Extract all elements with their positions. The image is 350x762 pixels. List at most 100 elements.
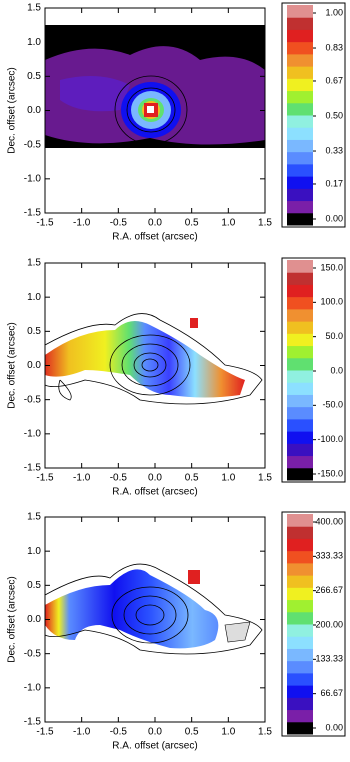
colorbar-cell — [287, 648, 313, 662]
colorbar-cell — [287, 672, 313, 686]
x-tick-label: -0.5 — [110, 727, 128, 738]
colorbar-cell — [287, 431, 313, 444]
y-tick-label: 1.0 — [27, 546, 41, 557]
x-tick-label: -1.5 — [36, 473, 54, 484]
x-tick-label: 0.0 — [148, 727, 162, 738]
colorbar-cell — [287, 406, 313, 420]
x-tick-label: 0.5 — [185, 218, 199, 229]
map-image — [44, 313, 263, 405]
colorbar-cell — [287, 418, 313, 432]
colorbar-cell — [287, 562, 313, 576]
x-tick-label: 0.5 — [185, 727, 199, 738]
colorbar-tick-label: 333.33 — [315, 551, 343, 561]
colorbar-cell — [287, 284, 313, 298]
colorbar-cell — [287, 115, 313, 128]
y-tick-label: -0.5 — [24, 648, 42, 659]
colorbar-tick-label: 100.0 — [320, 297, 343, 307]
x-tick-label: 1.5 — [258, 218, 272, 229]
colorbar-tick-label: 0.0 — [330, 365, 343, 375]
colorbar-cell — [287, 550, 313, 564]
y-tick-label: 1.0 — [27, 37, 41, 48]
colorbar-tick-label: 50.0 — [325, 331, 343, 341]
y-tick-label: 1.5 — [27, 3, 41, 14]
colorbar-tick-label: -150.0 — [317, 468, 343, 478]
y-tick-label: -1.0 — [24, 682, 42, 693]
colorbar-frame — [281, 511, 346, 737]
x-axis-label: R.A. offset (arcsec) — [112, 232, 197, 243]
colorbar-tick-label: 150.0 — [320, 262, 343, 272]
y-tick-label: -1.5 — [24, 463, 42, 474]
x-tick-label: -0.5 — [110, 218, 128, 229]
colorbar-cell — [287, 321, 313, 334]
colorbar-cell — [287, 308, 313, 322]
x-tick-label: 1.0 — [221, 473, 235, 484]
colorbar-cell — [287, 599, 313, 613]
map-image — [45, 25, 265, 148]
colorbar-tick-label: 0.17 — [325, 178, 343, 188]
x-tick-label: 1.0 — [221, 727, 235, 738]
x-tick-label: 1.5 — [258, 727, 272, 738]
colorbar-cell — [287, 455, 313, 469]
colorbar-tick-label: 1.00 — [325, 7, 343, 17]
y-tick-label: 0.0 — [27, 614, 41, 625]
colorbar-cell — [287, 41, 313, 55]
colorbar-cell — [287, 66, 313, 79]
x-tick-label: -1.5 — [36, 218, 54, 229]
colorbar-cell — [287, 5, 313, 18]
colorbar-cell — [287, 78, 313, 92]
y-tick-label: 0.5 — [27, 326, 41, 337]
y-tick-label: 0.0 — [27, 105, 41, 116]
x-tick-label: 0.5 — [185, 473, 199, 484]
colorbar-tick-label: -50.0 — [322, 400, 343, 410]
x-tick-label: -0.5 — [110, 473, 128, 484]
y-tick-label: -0.5 — [24, 394, 42, 405]
colorbar-cell — [287, 575, 313, 588]
colorbar-cell — [287, 17, 313, 30]
colorbar-tick-label: 0.83 — [325, 42, 343, 52]
colorbar-tick-label: -100.0 — [317, 434, 343, 444]
colorbar-tick-label: 0.00 — [325, 213, 343, 223]
x-tick-label: -1.5 — [36, 727, 54, 738]
colorbar-cell — [287, 29, 313, 43]
colorbar-cell — [287, 90, 313, 104]
colorbar-tick-label: 0.00 — [325, 722, 343, 732]
colorbar-cell — [287, 151, 313, 165]
colorbar-tick-label: 200.00 — [315, 619, 343, 629]
colorbar-cell — [287, 636, 313, 649]
x-tick-label: -1.0 — [73, 218, 91, 229]
colorbar-cell — [287, 370, 313, 383]
colorbar-cell — [287, 163, 313, 177]
colorbar-cell — [287, 660, 313, 674]
y-tick-label: -1.0 — [24, 428, 42, 439]
colorbar-cell — [287, 685, 313, 698]
x-tick-label: 0.0 — [148, 218, 162, 229]
colorbar-cell — [287, 345, 313, 359]
colorbar-cell — [287, 697, 313, 711]
x-tick-label: -1.0 — [73, 473, 91, 484]
colorbar-cell — [287, 721, 313, 735]
y-axis-label: Dec. offset (arcsec) — [7, 322, 18, 409]
colorbar-cell — [287, 443, 313, 457]
colorbar-cell — [287, 333, 313, 347]
y-axis-label: Dec. offset (arcsec) — [7, 67, 18, 154]
x-axis-label: R.A. offset (arcsec) — [112, 741, 197, 752]
colorbar-cell — [287, 514, 313, 527]
colorbar-tick-label: 0.33 — [325, 145, 343, 155]
colorbar-cell — [287, 538, 313, 552]
y-tick-label: -1.0 — [24, 173, 42, 184]
colorbar-cell — [287, 53, 313, 67]
y-tick-label: -1.5 — [24, 208, 42, 219]
colorbar-cell — [287, 382, 313, 395]
colorbar-tick-label: 400.00 — [315, 516, 343, 526]
y-tick-label: 0.5 — [27, 580, 41, 591]
y-tick-label: -0.5 — [24, 139, 42, 150]
y-axis-label: Dec. offset (arcsec) — [7, 576, 18, 663]
colorbar-tick-label: 66.67 — [320, 688, 343, 698]
y-tick-label: 1.0 — [27, 292, 41, 303]
colorbar-cell — [287, 212, 313, 226]
colorbar-cell — [287, 357, 313, 371]
x-tick-label: 1.5 — [258, 473, 272, 484]
colorbar-tick-label: 0.67 — [325, 75, 343, 85]
